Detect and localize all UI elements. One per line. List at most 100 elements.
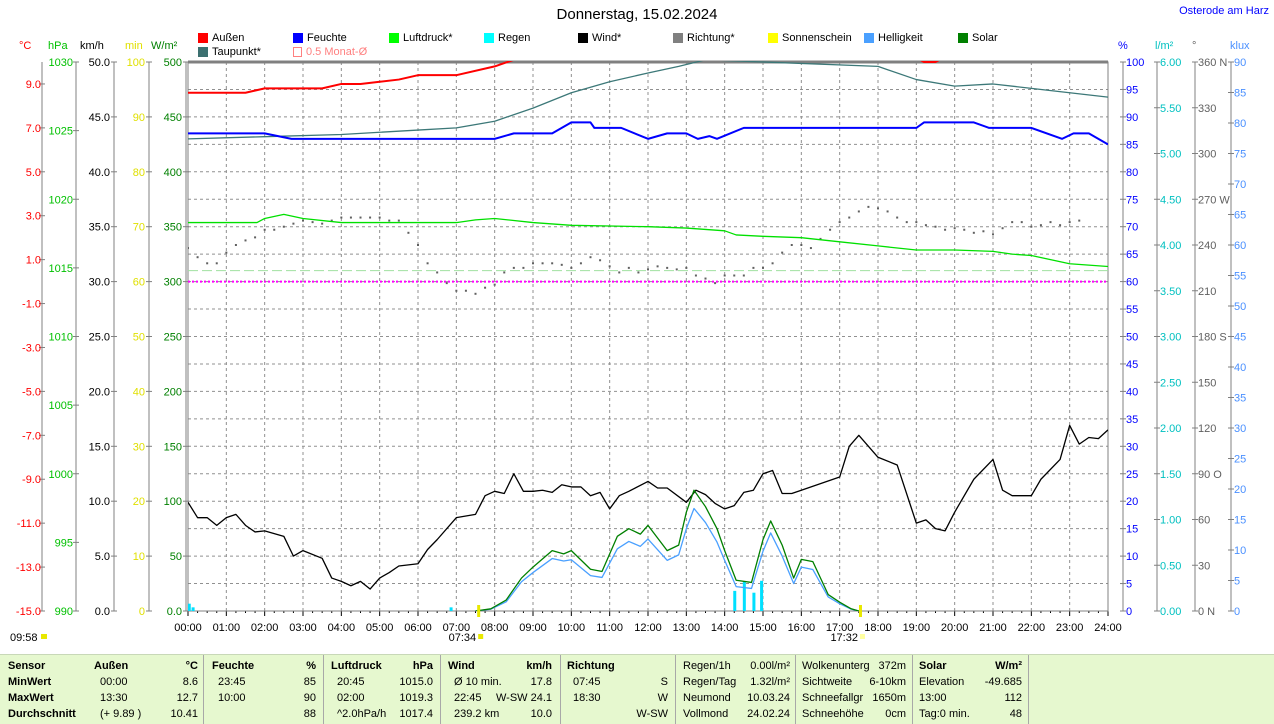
direction-dot <box>560 263 563 266</box>
legend-label: Regen <box>498 32 531 44</box>
axis-tick-label-lm2: 2.50 <box>1160 377 1181 389</box>
legend-feuchte[interactable]: Feuchte <box>293 32 347 44</box>
table-value: 1017.4 <box>399 708 433 720</box>
direction-dot <box>963 228 966 231</box>
legend-label: Solar <box>972 32 998 44</box>
axis-tick-label-wm2: 250 <box>164 332 182 344</box>
axis-tick-label-pct: 55 <box>1126 304 1138 316</box>
legend-richtung[interactable]: Richtung* <box>673 32 735 44</box>
direction-dot <box>445 282 448 285</box>
direction-dot <box>838 221 841 224</box>
summary-table: Sensor MinWert MaxWert Durchschnitt Außen °C 0… <box>0 654 1274 724</box>
unit-klux: klux <box>1230 40 1250 52</box>
x-tick-label: 12:00 <box>634 622 662 634</box>
axis-tick-label-temp: -9.0 <box>22 474 41 486</box>
series-line-außen <box>188 61 940 94</box>
axis-tick-label-wm2: 350 <box>164 222 182 234</box>
direction-dot <box>1039 224 1042 227</box>
table-separator <box>440 655 441 724</box>
direction-dot <box>1078 219 1081 222</box>
direction-dot <box>934 225 937 228</box>
axis-tick-label-klux: 35 <box>1234 393 1246 405</box>
axis-tick-label-klux: 70 <box>1234 179 1246 191</box>
axis-tick-label-klux: 75 <box>1234 149 1246 161</box>
legend-sonnenschein[interactable]: Sonnenschein <box>768 32 852 44</box>
direction-dot <box>464 289 467 292</box>
x-tick-label: 02:00 <box>251 622 279 634</box>
x-tick-label: 11:00 <box>596 622 623 634</box>
direction-dot <box>809 247 812 250</box>
legend-luftdruck[interactable]: Luftdruck* <box>389 32 453 44</box>
table-header-unit: W/m² <box>995 660 1022 672</box>
direction-dot <box>666 266 669 269</box>
axis-tick-label-pct: 95 <box>1126 84 1138 96</box>
x-tick-label: 20:00 <box>941 622 969 634</box>
table-cell: Schneefallgr <box>802 692 864 704</box>
direction-dot <box>972 231 975 234</box>
direction-dot <box>244 239 247 242</box>
direction-dot <box>234 244 237 246</box>
axis-tick-label-hpa: 1020 <box>49 194 73 206</box>
table-cell: 07:45 <box>573 676 601 688</box>
table-value: 1015.0 <box>399 676 433 688</box>
table-cell: 23:45 <box>218 676 246 688</box>
axis-tick-label-temp: -13.0 <box>16 562 41 574</box>
direction-dot <box>1011 221 1014 224</box>
axis-tick-label-temp: -5.0 <box>22 386 41 398</box>
rain-bar <box>188 603 191 611</box>
legend-regen[interactable]: Regen <box>484 32 530 44</box>
legend-monat-avg[interactable]: 0.5 Monat-Ø <box>293 46 367 58</box>
table-value: W-SW <box>636 708 668 720</box>
location-link[interactable]: Osterode am Harz <box>1179 5 1269 17</box>
axis-tick-label-klux: 25 <box>1234 454 1246 466</box>
axis-tick-label-klux: 80 <box>1234 118 1246 130</box>
axis-tick-label-deg: 0 N <box>1198 606 1215 618</box>
rain-bar <box>752 592 756 611</box>
axis-tick-label-pct: 80 <box>1126 167 1138 179</box>
table-cell: Tag:0 min. <box>919 708 970 720</box>
table-value: 12.7 <box>176 692 198 704</box>
direction-dot <box>541 262 544 265</box>
direction-dot <box>215 262 218 265</box>
legend-solar[interactable]: Solar <box>958 32 998 44</box>
table-value: 10.03.24 <box>747 692 790 704</box>
legend-label: Luftdruck* <box>403 32 453 44</box>
axis-tick-label-lm2: 6.00 <box>1160 57 1181 69</box>
legend-helligkeit[interactable]: Helligkeit <box>864 32 923 44</box>
direction-dot <box>694 274 697 277</box>
x-tick-label: 07:00 <box>443 622 471 634</box>
sun-icon <box>859 634 865 639</box>
table-header: Sensor <box>8 660 46 672</box>
direction-dot <box>915 221 918 224</box>
direction-dot <box>1001 227 1004 230</box>
axis-tick-label-kmh: 5.0 <box>95 551 110 563</box>
legend-aussen[interactable]: Außen <box>198 32 244 44</box>
table-value: 17.8 <box>530 676 552 688</box>
legend-label: Außen <box>212 32 245 44</box>
unit-min: min <box>125 40 143 52</box>
legend-taupunkt[interactable]: Taupunkt* <box>198 46 261 58</box>
table-separator <box>560 655 561 724</box>
direction-dot <box>723 274 726 277</box>
direction-dot <box>867 205 870 208</box>
x-tick-label: 13:00 <box>673 622 701 634</box>
table-cell: Vollmond <box>683 708 729 720</box>
axis-tick-label-hpa: 995 <box>55 537 73 549</box>
plot-series <box>188 61 1108 611</box>
legend-wind[interactable]: Wind* <box>578 32 621 44</box>
direction-dot <box>896 216 899 219</box>
direction-dot <box>340 216 343 219</box>
table-header-unit: % <box>306 660 316 672</box>
table-value: 88 <box>303 708 316 720</box>
direction-dot <box>579 262 582 265</box>
axis-tick-label-hpa: 1030 <box>49 57 73 69</box>
swatch-icon <box>673 33 683 43</box>
sunshine-icon <box>41 634 47 639</box>
table-cell: 10:00 <box>218 692 246 704</box>
table-cell: 22:45 <box>454 692 482 704</box>
x-tick-label: 03:00 <box>289 622 317 634</box>
axis-tick-label-lm2: 1.00 <box>1160 515 1181 527</box>
table-cell: 18:30 <box>573 692 601 704</box>
sunrise-label: 07:34 <box>449 632 477 644</box>
table-header: Solar <box>919 660 947 672</box>
